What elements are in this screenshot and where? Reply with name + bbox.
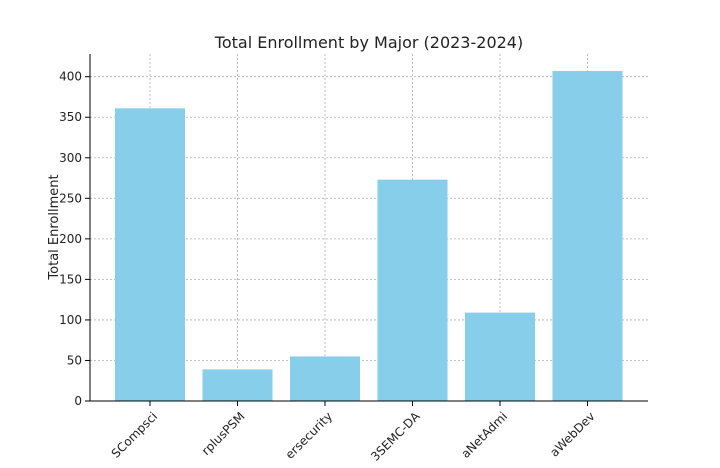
y-tick-label: 100 [59,313,82,327]
bar-bsemc-da [377,179,448,401]
x-tick-label: aWebDev [547,409,597,459]
x-tick-label: ersecurity [283,409,335,461]
x-tick-label: rplusPSM [199,409,248,458]
x-tick-label: 3SEMC-DA [368,409,423,464]
chart-title: Total Enrollment by Major (2023-2024) [214,33,523,52]
y-tick-label: 150 [59,272,82,286]
y-tick-label: 350 [59,110,82,124]
x-tick-label: SCompsci [109,409,160,460]
bar-bscompsci [115,108,185,401]
axes-layer [89,54,648,402]
y-tick-label: 400 [59,70,82,84]
bar-datawebdev [552,71,623,402]
y-tick-label: 0 [74,394,82,408]
y-tick-label: 300 [59,151,82,165]
y-tick-label: 200 [59,232,82,246]
y-tick-label: 250 [59,191,82,205]
bars-layer [115,71,623,402]
bar-cybersecurity [290,356,360,401]
x-tick-label: aNetAdmi [458,409,510,461]
y-axis-label: Total Enrollment [47,174,62,280]
bar-cyberpluspsm [202,369,273,401]
y-tick-label: 50 [67,353,82,367]
bar-datanetadmi [465,312,535,401]
